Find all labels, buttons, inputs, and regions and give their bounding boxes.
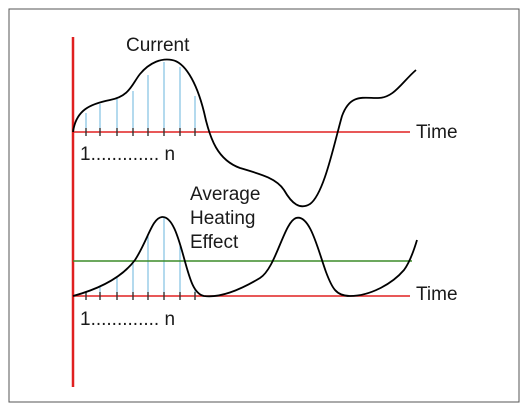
lower-panel: Average Heating Effect Time 1...........… <box>72 184 458 330</box>
upper-time-label: Time <box>416 122 458 143</box>
lower-time-label: Time <box>416 284 458 305</box>
current-waveform <box>72 58 417 208</box>
upper-interval-label: 1............. n <box>80 144 175 165</box>
upper-panel: Current Time 1............. n <box>72 35 458 208</box>
average-caption-line1: Average <box>190 184 260 205</box>
diagram-frame <box>8 8 520 403</box>
upper-tick-marks <box>85 128 196 136</box>
upper-sample-lines <box>85 62 196 132</box>
heating-waveform <box>72 216 418 298</box>
lower-tick-marks <box>85 292 196 300</box>
lower-interval-label: 1............. n <box>80 309 175 330</box>
lower-sample-lines <box>85 218 196 296</box>
average-caption-line2: Heating <box>190 208 256 229</box>
current-label: Current <box>126 35 190 56</box>
average-caption-line3: Effect <box>190 232 239 253</box>
